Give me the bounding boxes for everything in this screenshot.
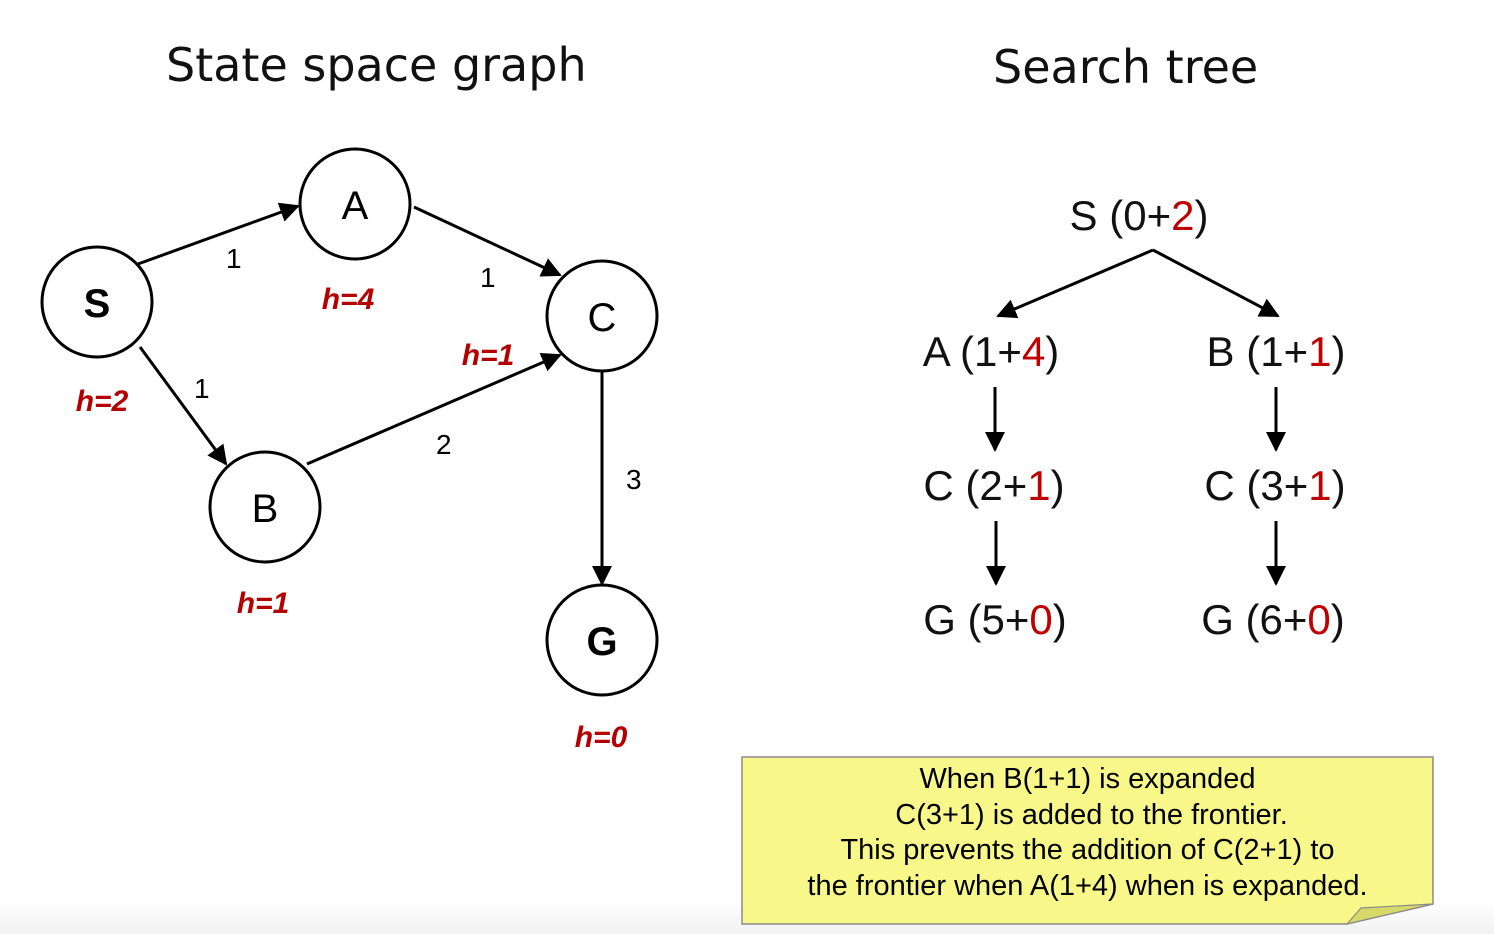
node-b-label: B bbox=[252, 487, 279, 531]
heuristic-b: h=1 bbox=[237, 587, 290, 620]
edge-s-b bbox=[138, 346, 228, 466]
note-line: C(3+1) is added to the frontier. bbox=[887, 798, 1288, 831]
tree-h: 0 bbox=[1029, 596, 1052, 643]
edge-b-c bbox=[306, 352, 562, 466]
edge-cost-c-g: 3 bbox=[626, 464, 642, 495]
tree-state: C bbox=[1204, 462, 1234, 509]
heuristic-c: h=1 bbox=[462, 339, 515, 372]
tree-node-g-right: G (6+0) bbox=[1201, 596, 1345, 643]
tree-node-c-right: C (3+1) bbox=[1204, 462, 1345, 509]
node-g: G bbox=[545, 583, 659, 697]
state-space-graph-title: State space graph bbox=[166, 38, 587, 92]
tree-state: S bbox=[1070, 192, 1098, 239]
node-s-label: S bbox=[84, 282, 111, 326]
tree-g: 0 bbox=[1123, 192, 1146, 239]
node-c-label: C bbox=[588, 296, 617, 340]
tree-node-root: S (0+2) bbox=[1070, 192, 1209, 239]
node-c: C bbox=[545, 259, 659, 373]
tree-state: G bbox=[923, 596, 956, 643]
tree-state: A bbox=[923, 328, 951, 375]
tree-g: 1 bbox=[974, 328, 997, 375]
note-line: the frontier when A(1+4) when is expande… bbox=[807, 869, 1368, 902]
edge-a-c bbox=[413, 205, 562, 277]
tree-g: 2 bbox=[979, 462, 1002, 509]
tree-g: 1 bbox=[1260, 328, 1283, 375]
node-a: A bbox=[298, 147, 412, 261]
node-g-label: G bbox=[586, 620, 617, 664]
node-b: B bbox=[208, 450, 322, 564]
heuristic-s: h=2 bbox=[76, 385, 129, 418]
tree-h: 1 bbox=[1308, 328, 1331, 375]
edge-cost-b-c: 2 bbox=[436, 429, 452, 460]
sticky-note-text: When B(1+1) is expanded C(3+1) is added … bbox=[741, 762, 1434, 904]
search-tree-title: Search tree bbox=[993, 40, 1259, 94]
node-a-label: A bbox=[342, 184, 369, 228]
tree-h: 1 bbox=[1027, 462, 1050, 509]
node-s: S bbox=[40, 245, 154, 359]
tree-edge-root-a bbox=[996, 248, 1154, 319]
sticky-note: When B(1+1) is expanded C(3+1) is added … bbox=[741, 756, 1434, 926]
tree-node-g-left: G (5+0) bbox=[923, 596, 1067, 643]
tree-edge-root-b bbox=[1152, 248, 1280, 318]
heuristic-g: h=0 bbox=[575, 721, 628, 754]
edge-cost-s-b: 1 bbox=[194, 373, 210, 404]
tree-g: 6 bbox=[1260, 596, 1283, 643]
note-line: This prevents the addition of C(2+1) to bbox=[840, 834, 1335, 866]
tree-h: 2 bbox=[1171, 192, 1194, 239]
edge-cost-s-a: 1 bbox=[226, 243, 242, 274]
tree-state: B bbox=[1207, 328, 1235, 375]
tree-h: 1 bbox=[1308, 462, 1331, 509]
sticky-note-shape bbox=[741, 756, 1434, 926]
edge-s-a bbox=[137, 202, 300, 266]
tree-state: G bbox=[1201, 596, 1234, 643]
tree-h: 0 bbox=[1307, 596, 1330, 643]
tree-g: 3 bbox=[1260, 462, 1283, 509]
tree-h: 4 bbox=[1022, 328, 1045, 375]
tree-node-a: A (1+4) bbox=[923, 328, 1060, 375]
tree-node-b: B (1+1) bbox=[1207, 328, 1346, 375]
edge-cost-a-c: 1 bbox=[480, 262, 496, 293]
tree-state: C bbox=[923, 462, 953, 509]
tree-g: 5 bbox=[982, 596, 1005, 643]
heuristic-a: h=4 bbox=[322, 283, 375, 316]
tree-node-c-left: C (2+1) bbox=[923, 462, 1064, 509]
note-line: When B(1+1) is expanded bbox=[919, 763, 1256, 795]
